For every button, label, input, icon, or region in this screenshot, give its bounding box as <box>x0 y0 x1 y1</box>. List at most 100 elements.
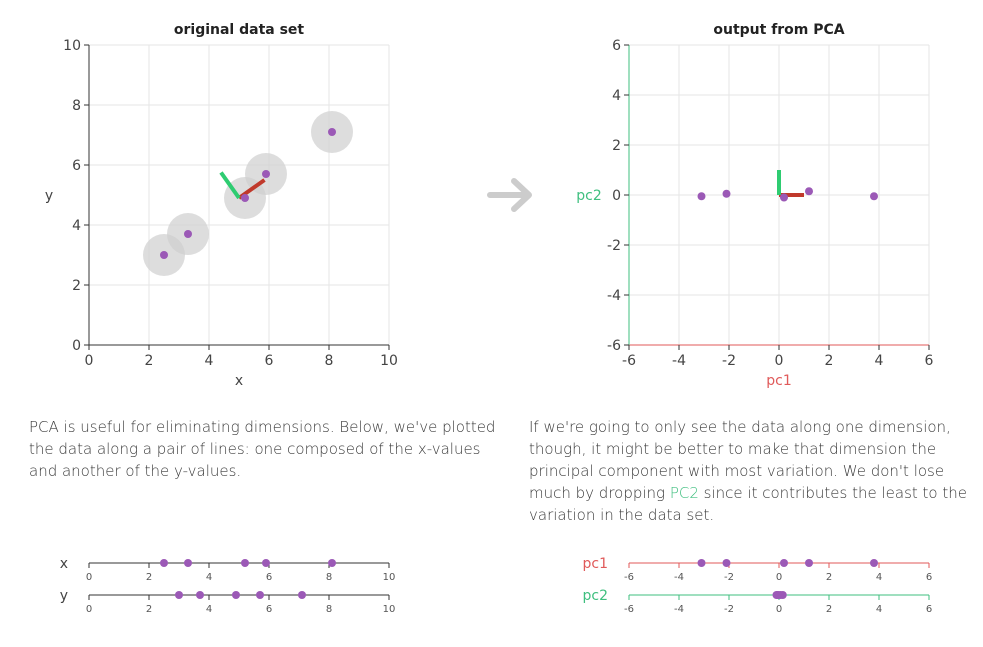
x-tick-label: 0 <box>85 353 94 369</box>
strip-tick-label: 6 <box>926 572 932 583</box>
chart-title: output from PCA <box>713 22 844 38</box>
strip-tick-label: 6 <box>266 572 272 583</box>
arrow-shape <box>487 178 532 212</box>
pca-panel: -6 -4 -2 0 2 4 6 -6 -4 -2 0 2 4 6 output from PCA pc1 pc… <box>576 22 933 389</box>
y-tick-label: 10 <box>63 38 81 54</box>
y-tick-label: 6 <box>612 38 621 54</box>
data-point <box>870 192 878 201</box>
data-point <box>697 192 706 201</box>
chart-title: original data set <box>174 22 305 38</box>
x-tick-label: 10 <box>380 353 398 369</box>
strip-label: pc1 <box>583 556 609 572</box>
x-tick-label: -2 <box>722 353 736 369</box>
strip-tick-label: -2 <box>724 572 734 583</box>
strip-point <box>805 559 813 567</box>
strip-right-line-pc1: pc1 -6 -4 -2 0 2 4 6 <box>583 556 933 583</box>
x-tick-label: 2 <box>825 353 834 369</box>
strip-point <box>262 559 270 567</box>
x-axis-label: x <box>235 373 243 389</box>
strip-tick-label: 6 <box>926 604 932 615</box>
data-point <box>184 230 192 238</box>
right-arrow-icon <box>487 178 532 212</box>
strip-left-line-x: x 0 2 4 6 8 10 <box>60 556 396 583</box>
strip-point <box>870 559 878 567</box>
strip-tick-label: 2 <box>826 604 832 615</box>
pc2-vector <box>219 171 241 200</box>
y-tick-label: -2 <box>607 238 621 254</box>
strip-point <box>773 591 782 599</box>
x-tick-label: 0 <box>775 353 784 369</box>
strip-tick-label: 0 <box>776 572 782 583</box>
strip-point <box>328 559 336 567</box>
strip-tick-label: -4 <box>674 604 684 615</box>
strip-point <box>241 559 249 567</box>
strip-point <box>196 591 204 599</box>
strip-tick-label: 6 <box>266 604 272 615</box>
y-tick-label: -4 <box>607 288 621 304</box>
strip-right-line-pc2: pc2 -6 -4 -2 0 2 4 6 <box>583 588 933 615</box>
strip-tick-label: 2 <box>146 604 152 615</box>
strip-tick-label: 8 <box>326 572 332 583</box>
x-tick-label: -4 <box>672 353 686 369</box>
left-explanation: PCA is useful for eliminating dimensions… <box>29 418 496 480</box>
x-tick-label: 6 <box>925 353 934 369</box>
y-tick-label: 8 <box>72 98 81 114</box>
y-axis-label: y <box>45 188 53 204</box>
strip-tick-label: 0 <box>776 604 782 615</box>
strip-tick-label: 4 <box>876 572 882 583</box>
strip-tick-label: 10 <box>383 572 396 583</box>
strip-tick-label: -6 <box>624 604 634 615</box>
strip-label: y <box>60 588 68 604</box>
strip-tick-label: 2 <box>826 572 832 583</box>
y-axis-label: pc2 <box>576 188 602 204</box>
strip-point <box>160 559 168 567</box>
strip-tick-label: 8 <box>326 604 332 615</box>
pc2-inline-label: PC2 <box>669 484 699 502</box>
strip-tick-label: -2 <box>724 604 734 615</box>
strip-point <box>232 591 240 599</box>
data-point <box>241 194 249 202</box>
y-tick-label: 2 <box>612 138 621 154</box>
x-tick-label: 8 <box>325 353 334 369</box>
strip-tick-label: 2 <box>146 572 152 583</box>
strip-point <box>697 559 706 567</box>
strip-tick-label: -6 <box>624 572 634 583</box>
strip-point <box>298 591 306 599</box>
data-point <box>328 128 336 136</box>
strip-tick-label: 0 <box>86 604 92 615</box>
y-tick-label: -6 <box>607 338 621 354</box>
x-tick-label: 4 <box>205 353 214 369</box>
y-tick-label: 4 <box>612 88 621 104</box>
strip-point <box>256 591 264 599</box>
y-tick-label: 4 <box>72 218 81 234</box>
x-tick-label: 2 <box>145 353 154 369</box>
strip-point <box>175 591 183 599</box>
y-tick-label: 6 <box>72 158 81 174</box>
right-text-before: If we're going to only see the data alon… <box>529 418 951 502</box>
y-tick-label: 0 <box>72 338 81 354</box>
strip-label: pc2 <box>583 588 609 604</box>
right-text-after: since it contributes the least to the va… <box>529 484 967 524</box>
y-tick-label: 2 <box>72 278 81 294</box>
strip-tick-label: 4 <box>876 604 882 615</box>
data-point <box>722 189 731 198</box>
y-tick-label: 0 <box>612 188 621 204</box>
strip-tick-label: -4 <box>674 572 684 583</box>
x-axis-label: pc1 <box>766 373 792 389</box>
x-tick-label: -6 <box>622 353 636 369</box>
original-panel: 0 2 4 6 8 10 0 2 4 6 8 10 original data set x y <box>45 22 398 389</box>
x-tick-label: 6 <box>265 353 274 369</box>
strip-left-line-y: y 0 2 4 6 8 10 <box>60 588 396 615</box>
strip-tick-label: 10 <box>383 604 396 615</box>
data-point <box>805 187 813 196</box>
x-tick-label: 4 <box>875 353 884 369</box>
strip-point <box>184 559 192 567</box>
strip-tick-label: 4 <box>206 604 212 615</box>
data-point <box>262 170 270 178</box>
data-point <box>160 251 168 259</box>
strip-point <box>780 559 788 567</box>
right-explanation: If we're going to only see the data alon… <box>529 416 979 526</box>
strip-tick-label: 4 <box>206 572 212 583</box>
strip-point <box>722 559 731 567</box>
